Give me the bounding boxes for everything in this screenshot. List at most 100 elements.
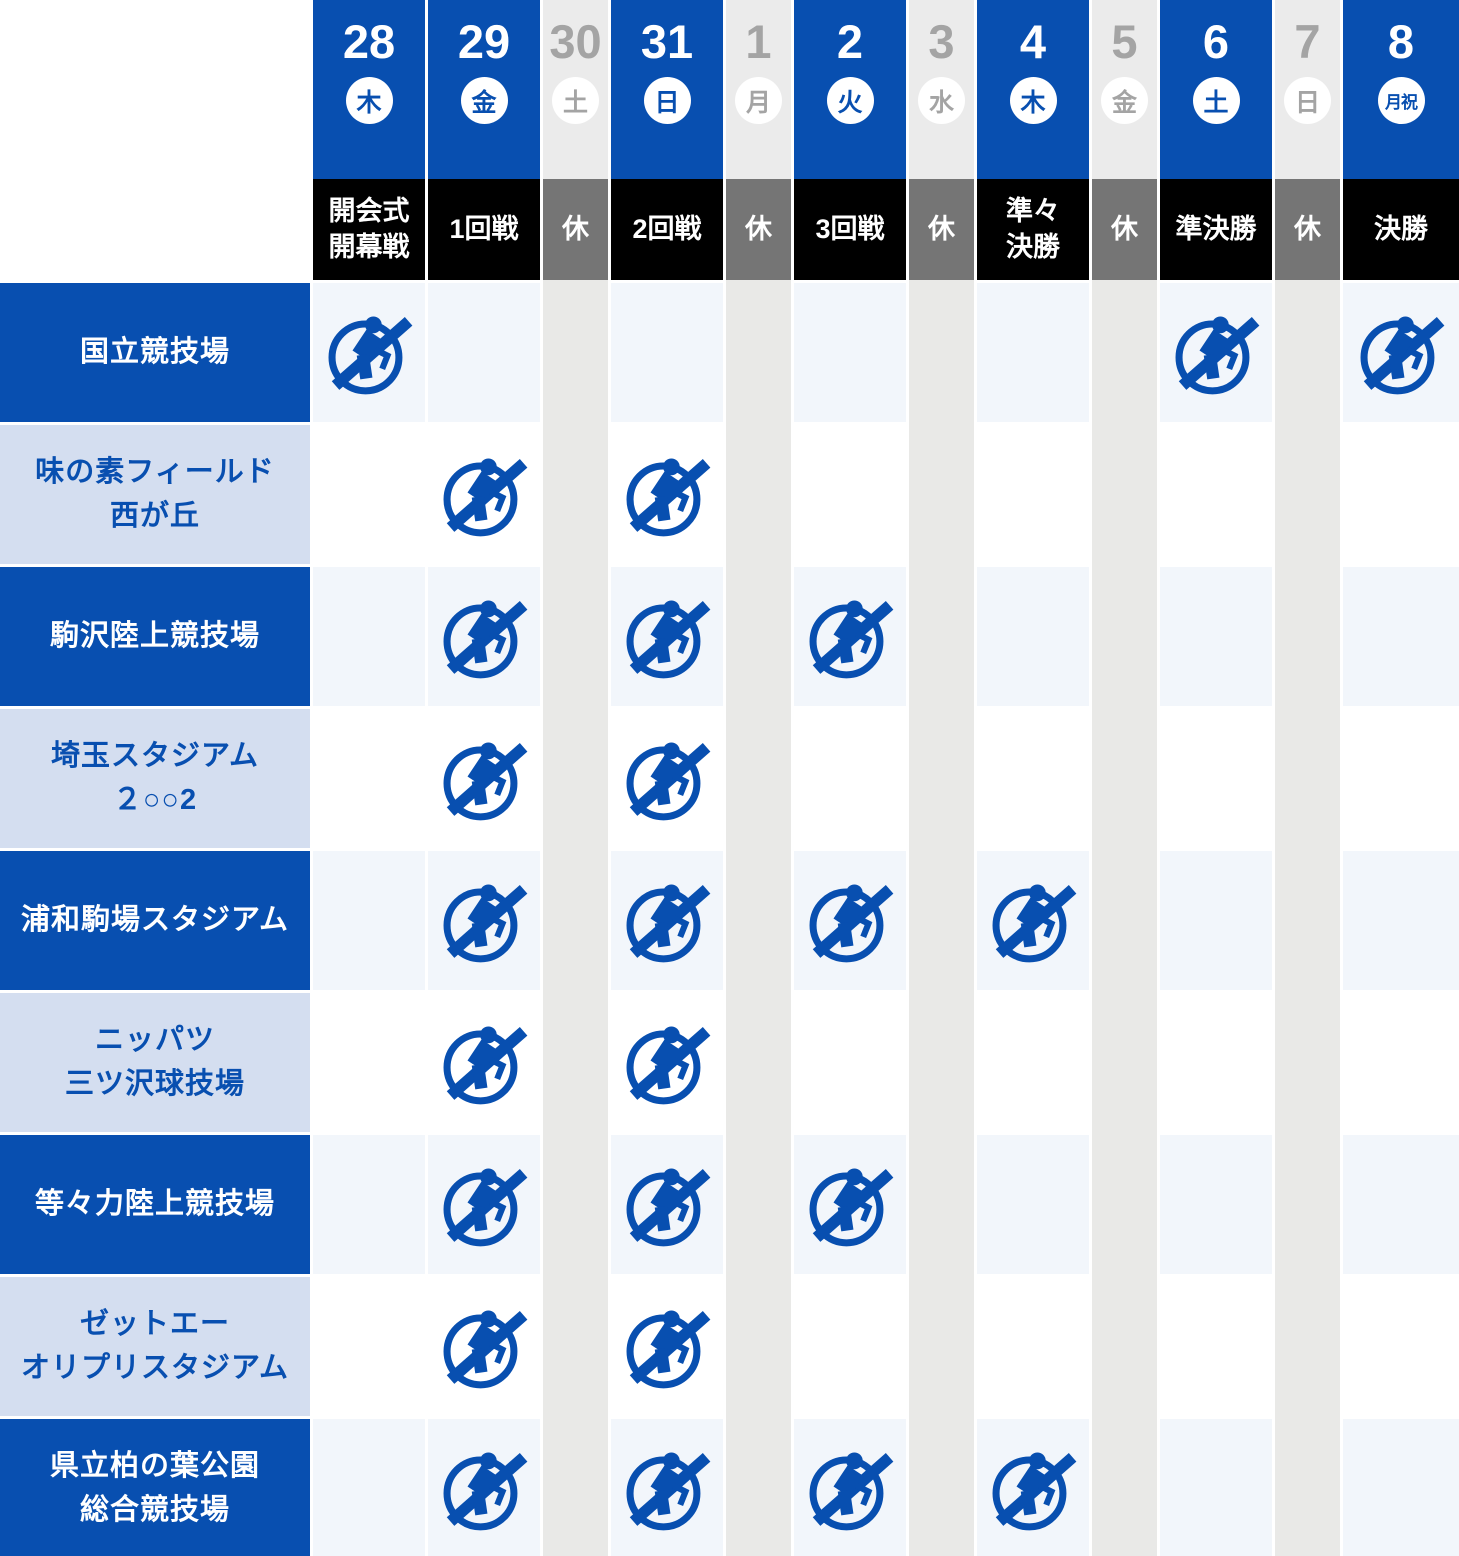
- schedule-cell: [726, 422, 791, 567]
- schedule-cell: [543, 1132, 608, 1277]
- schedule-cell: [428, 993, 540, 1132]
- schedule-cell: [543, 990, 608, 1135]
- venue-label-line: 総合競技場: [79, 1493, 230, 1526]
- schedule-cell: [1343, 709, 1459, 848]
- round-label: 開会式 開幕戦: [313, 179, 425, 280]
- round-label-line: 休: [562, 213, 589, 244]
- date-column-31: 31 日 2回戦: [611, 0, 723, 280]
- day-of-week-badge: 日: [1284, 77, 1331, 125]
- venue-label-line: 埼玉スタジアム: [51, 740, 259, 772]
- soccer-pictogram-icon: [443, 1451, 528, 1530]
- date-column-4: 4 木準々 決勝: [977, 0, 1089, 280]
- schedule-cell: [1275, 990, 1340, 1135]
- date-header: 28 木: [313, 0, 425, 179]
- round-label: 決勝: [1343, 179, 1459, 280]
- venue-label: 味の素フィールド 西が丘: [0, 425, 310, 564]
- date-number: 4: [1019, 15, 1047, 68]
- venue-label-line: 県立柏の葉公園: [49, 1450, 260, 1482]
- round-label-line: 2回戦: [632, 213, 702, 244]
- schedule-cell: [543, 280, 608, 425]
- venue-label-line: 浦和駒場スタジアム: [21, 903, 289, 936]
- date-column-30: 30 土休: [543, 0, 608, 280]
- venue-label-line: 駒沢陸上競技場: [49, 619, 260, 652]
- schedule-cell: [726, 1132, 791, 1277]
- date-column-29: 29 金 1回戦: [428, 0, 540, 280]
- schedule-cell: [1160, 1135, 1272, 1274]
- soccer-pictogram-icon: [626, 741, 711, 820]
- date-number: 7: [1294, 15, 1321, 68]
- day-of-week-badge: 土: [552, 77, 599, 125]
- date-number: 28: [342, 15, 396, 68]
- soccer-pictogram-icon: [809, 1167, 894, 1246]
- schedule-cell: [313, 425, 425, 564]
- schedule-cell: [1275, 280, 1340, 425]
- schedule-cell: [1160, 851, 1272, 990]
- schedule-cell: [428, 283, 540, 422]
- venue-label-line: 味の素フィールド: [35, 456, 275, 488]
- soccer-pictogram-icon: [809, 1451, 894, 1530]
- schedule-cell: [313, 283, 425, 422]
- soccer-pictogram-icon: [809, 599, 894, 678]
- soccer-pictogram-icon: [443, 1309, 528, 1388]
- schedule-cell: [1275, 1416, 1340, 1556]
- round-label-line: 開幕戦: [328, 231, 410, 262]
- date-header: 30 土: [543, 0, 608, 179]
- venue-label: ゼットエーオリプリスタジアム: [0, 1277, 310, 1416]
- schedule-cell: [611, 993, 723, 1132]
- day-of-week-badge: 金: [1101, 77, 1148, 125]
- soccer-pictogram-icon: [1175, 315, 1260, 394]
- schedule-cell: [977, 993, 1089, 1132]
- venue-label: 埼玉スタジアム ２○○2: [0, 709, 310, 848]
- date-number: 8: [1387, 15, 1415, 68]
- date-column-8: 8 月祝 決勝: [1343, 0, 1459, 280]
- date-column-6: 6 土準決勝: [1160, 0, 1272, 280]
- schedule-cell: [1160, 709, 1272, 848]
- schedule-cell: [909, 1274, 974, 1419]
- soccer-pictogram-icon: [1360, 315, 1445, 394]
- schedule-cell: [977, 425, 1089, 564]
- schedule-cell: [726, 706, 791, 851]
- schedule-cell: [726, 1274, 791, 1419]
- venue-label-line: 三ツ沢球技場: [64, 1067, 245, 1100]
- soccer-pictogram-icon: [626, 1167, 711, 1246]
- schedule-cell: [794, 283, 906, 422]
- schedule-cell: [611, 851, 723, 990]
- venue-label-line: オリプリスタジアム: [21, 1351, 289, 1384]
- schedule-cell: [977, 709, 1089, 848]
- date-number: 1: [745, 15, 772, 68]
- date-header: 31 日: [611, 0, 723, 179]
- schedule-cell: [794, 425, 906, 564]
- round-label: 準決勝: [1160, 179, 1272, 280]
- soccer-pictogram-icon: [626, 457, 711, 536]
- soccer-pictogram-icon: [626, 1451, 711, 1530]
- venue-row: 埼玉スタジアム ２○○2: [0, 706, 1459, 851]
- schedule-cell: [428, 425, 540, 564]
- schedule-cell: [543, 848, 608, 993]
- schedule-cell: [794, 709, 906, 848]
- round-label-line: 休: [1294, 213, 1321, 244]
- schedule-cell: [611, 1135, 723, 1274]
- schedule-cell: [543, 1416, 608, 1556]
- venue-row: 浦和駒場スタジアム: [0, 848, 1459, 993]
- venue-label-line: ゼットエー: [79, 1308, 230, 1340]
- schedule-cell: [1160, 425, 1272, 564]
- schedule-cell: [1343, 425, 1459, 564]
- soccer-pictogram-icon: [626, 1309, 711, 1388]
- schedule-cell: [313, 993, 425, 1132]
- round-label: 2回戦: [611, 179, 723, 280]
- venue-row: 県立柏の葉公園 総合競技場: [0, 1416, 1459, 1556]
- schedule-cell: [1092, 564, 1157, 709]
- schedule-cell: [794, 851, 906, 990]
- schedule-cell: [428, 1419, 540, 1556]
- venue-label-line: ニッパツ: [94, 1024, 215, 1056]
- soccer-pictogram-icon: [809, 883, 894, 962]
- schedule-cell: [1275, 1274, 1340, 1419]
- schedule-cell: [611, 283, 723, 422]
- header-corner-spacer: [0, 0, 310, 280]
- schedule-cell: [1343, 1135, 1459, 1274]
- date-number: 2: [836, 15, 864, 68]
- venue-row: 味の素フィールド 西が丘: [0, 422, 1459, 567]
- soccer-pictogram-icon: [443, 457, 528, 536]
